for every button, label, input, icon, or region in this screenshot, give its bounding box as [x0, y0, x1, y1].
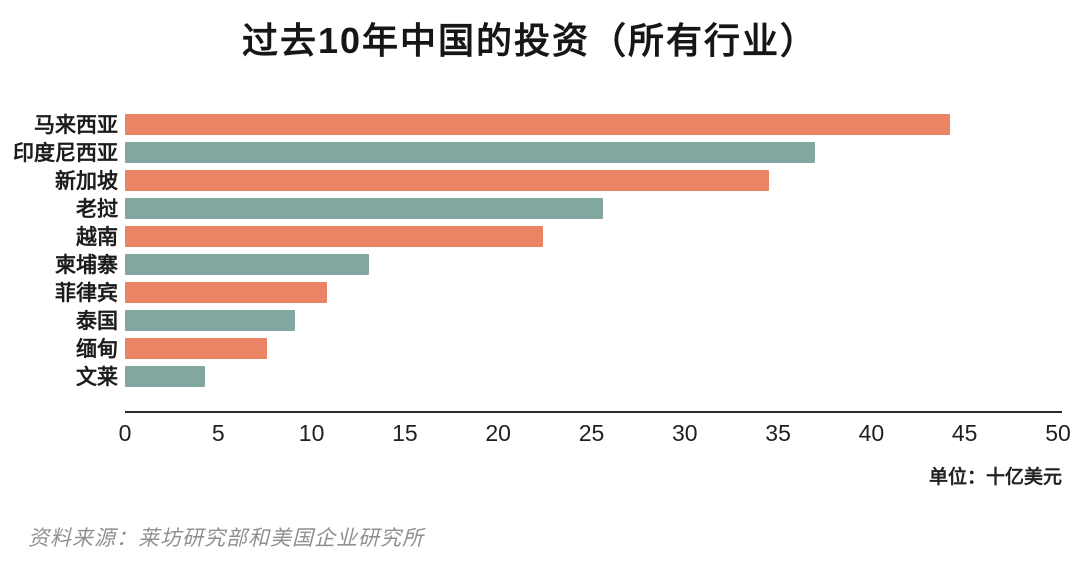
bar-row: 越南 [0, 222, 1080, 250]
bar [125, 309, 295, 331]
bar-track [125, 113, 1058, 135]
bar-row: 老挝 [0, 194, 1080, 222]
x-tick-label: 20 [485, 420, 511, 446]
bar [125, 225, 543, 247]
x-tick-label: 15 [392, 420, 418, 446]
plot-area: 马来西亚印度尼西亚新加坡老挝越南柬埔寨菲律宾泰国缅甸文莱 [0, 110, 1080, 390]
bar [125, 141, 816, 163]
x-tick-label: 30 [672, 420, 698, 446]
x-tick-label: 50 [1045, 420, 1071, 446]
bar-label: 越南 [76, 226, 118, 249]
bar-track [125, 365, 1058, 387]
bar [125, 337, 267, 359]
bar-label: 马来西亚 [34, 114, 118, 137]
bar-label: 菲律宾 [55, 282, 118, 305]
x-axis-line [125, 411, 1062, 413]
unit-note: 单位：十亿美元 [928, 467, 1062, 488]
x-tick-label: 5 [211, 420, 225, 446]
bar [125, 281, 327, 303]
x-tick-label: 40 [858, 420, 885, 446]
bar-track [125, 281, 1058, 303]
x-tick-label: 35 [765, 420, 791, 446]
bar-row: 新加坡 [0, 166, 1080, 194]
bar-track [125, 309, 1058, 331]
x-tick-label: 10 [298, 420, 325, 446]
bar [125, 169, 769, 191]
chart-title: 过去10年中国的投资（所有行业） [241, 20, 819, 61]
x-tick-label: 0 [118, 420, 132, 446]
bar [125, 197, 603, 219]
bar-label: 印度尼西亚 [13, 142, 118, 165]
bar-label: 文莱 [76, 366, 118, 389]
bar-track [125, 169, 1058, 191]
bar-label: 缅甸 [76, 338, 118, 361]
bar-track [125, 337, 1058, 359]
x-axis-ticks: 0 5 10 15 20 25 30 35 40 45 50 [119, 420, 1071, 450]
bar-row: 泰国 [0, 306, 1080, 334]
bar [125, 365, 206, 387]
bar-track [125, 141, 1058, 163]
bar-row: 缅甸 [0, 334, 1080, 362]
bar-track [125, 225, 1058, 247]
bar-row: 印度尼西亚 [0, 138, 1080, 166]
bar-row: 柬埔寨 [0, 250, 1080, 278]
source-note: 资料来源：莱坊研究部和美国企业研究所 [28, 527, 424, 550]
bar-track [125, 253, 1058, 275]
bar-label: 柬埔寨 [55, 254, 118, 277]
bar-label: 老挝 [76, 198, 118, 221]
bar-row: 马来西亚 [0, 110, 1080, 138]
bar-track [125, 197, 1058, 219]
bar-row: 文莱 [0, 362, 1080, 390]
bar-label: 新加坡 [55, 170, 118, 193]
bar-label: 泰国 [76, 310, 118, 333]
x-tick-label: 45 [951, 420, 978, 446]
bar-row: 菲律宾 [0, 278, 1080, 306]
bar [125, 253, 370, 275]
bar [125, 113, 950, 135]
x-tick-label: 25 [578, 420, 605, 446]
